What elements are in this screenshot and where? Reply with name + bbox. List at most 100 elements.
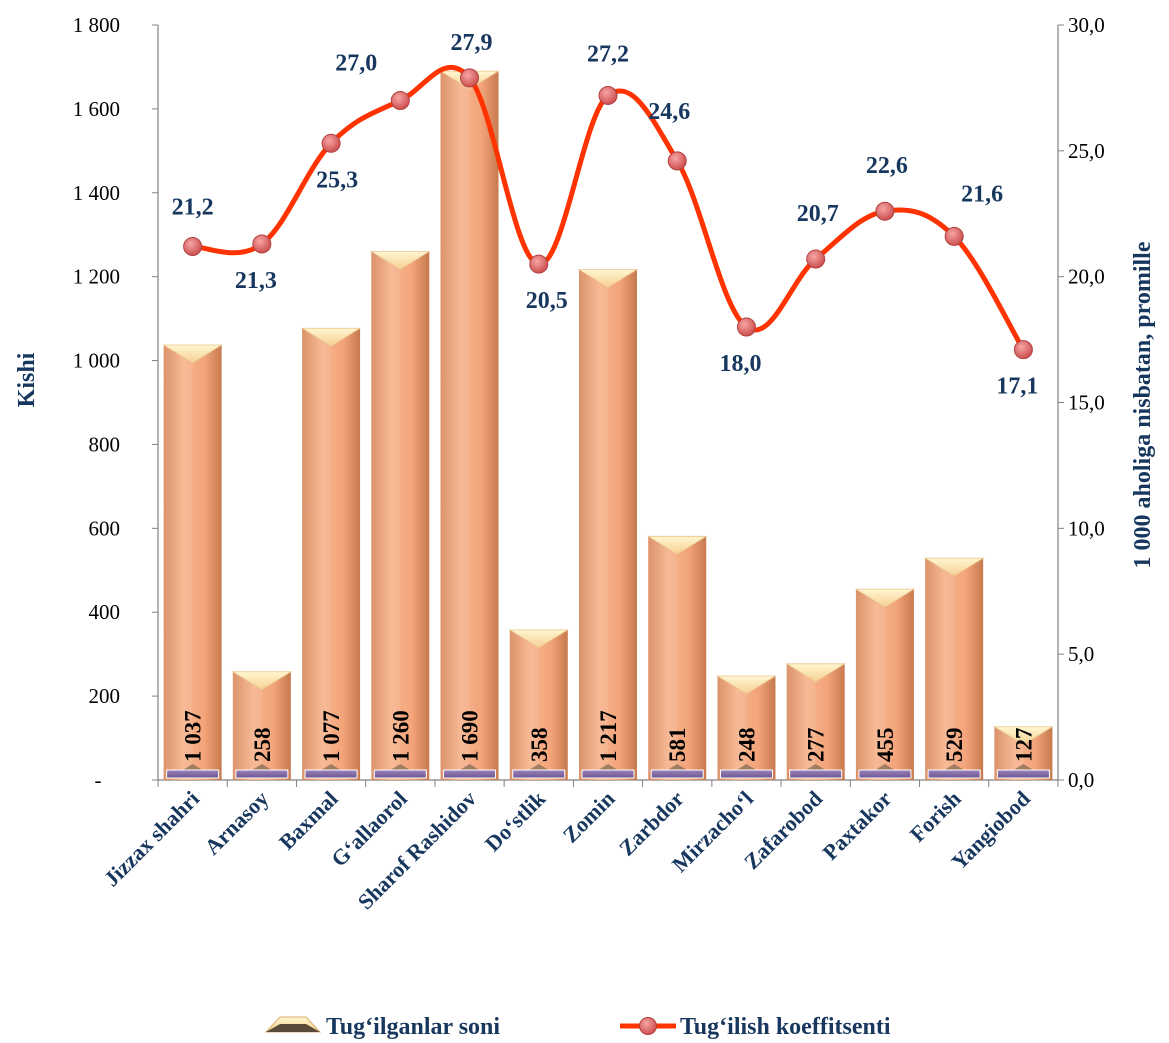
bar-top-facet <box>508 629 570 649</box>
bar-value-label: 1 217 <box>596 710 621 762</box>
line-marker <box>460 68 480 88</box>
line-point-label: 24,6 <box>648 99 690 125</box>
bar-top-facet <box>992 726 1054 746</box>
y2-tick-label: 5,0 <box>1068 642 1094 666</box>
line-point-label: 27,0 <box>335 51 377 77</box>
x-tick-label: Zomin <box>558 786 620 848</box>
legend-item-bars: Tug‘ilganlar soni <box>264 1014 500 1040</box>
legend: Tug‘ilganlar soni Tug‘ilish koeffitsenti <box>264 1014 891 1040</box>
bar-base-strip <box>581 769 635 779</box>
bar <box>300 327 362 780</box>
bar-top-facet <box>577 269 639 289</box>
bar-value-label: 358 <box>527 728 552 763</box>
bar-base-strip <box>304 769 358 779</box>
bar-left-facet <box>717 675 747 780</box>
bar-value-label: 1 077 <box>319 710 344 762</box>
bar-base-strip <box>719 769 773 779</box>
bar-top-facet <box>923 557 985 577</box>
bar-value-label: 455 <box>873 728 898 763</box>
y-tick-label: 1 600 <box>73 97 120 121</box>
y-tick-label: 1 800 <box>73 13 120 37</box>
y-tick-label: 1 200 <box>73 265 120 289</box>
bar-base-strip <box>166 769 220 779</box>
line-point-label: 18,0 <box>719 351 761 377</box>
bar-top-facet <box>369 251 431 270</box>
bar-value-label: 127 <box>1011 728 1036 763</box>
bar <box>785 663 847 780</box>
bar-left-facet <box>163 345 193 780</box>
bar-left-facet <box>371 251 401 780</box>
bar-top-facet <box>300 327 362 347</box>
bar <box>992 726 1054 780</box>
bar-body <box>648 536 707 780</box>
x-tick-label: Do‘stlik <box>480 785 551 856</box>
bar-left-facet <box>302 328 332 780</box>
bar-value-label: 1 260 <box>388 710 413 762</box>
x-tick-label: Baxmal <box>274 786 343 855</box>
legend-bar-swatch-dark <box>266 1024 320 1032</box>
line-point-label: 20,7 <box>797 201 839 227</box>
y-tick-label: 800 <box>89 432 121 456</box>
bar-base-strip <box>650 769 704 779</box>
legend-item-line: Tug‘ilish koeffitsenti <box>620 1014 891 1040</box>
x-tick-label: Sharof Rashidov <box>353 786 481 914</box>
bar <box>162 344 224 780</box>
line-marker <box>529 254 549 274</box>
line-point-label: 21,6 <box>961 181 1003 207</box>
line-marker <box>1013 340 1033 360</box>
bar-left-facet <box>786 663 816 780</box>
bar-base-strip <box>235 769 289 779</box>
bar-body <box>786 663 845 780</box>
line-marker <box>667 151 687 171</box>
bar <box>854 588 916 780</box>
bar-top-facet <box>854 588 916 608</box>
line-point-label: 21,2 <box>172 194 214 220</box>
line-marker <box>875 201 895 221</box>
bar <box>369 251 431 780</box>
bar-value-label: 529 <box>942 728 967 763</box>
bar-left-facet <box>232 671 262 780</box>
line-point-label: 20,5 <box>526 288 568 314</box>
bar-value-label: 248 <box>734 728 759 763</box>
bar-base-strip <box>512 769 566 779</box>
bar-body <box>509 629 568 780</box>
bar-left-facet <box>509 629 539 780</box>
line-point-label: 27,9 <box>451 30 493 56</box>
bar-value-label: 258 <box>250 728 275 763</box>
bar <box>716 675 777 780</box>
bar-base-strip <box>858 769 912 779</box>
bar-body <box>302 328 361 780</box>
bar-base-strip <box>927 769 981 779</box>
line-series <box>183 64 1033 360</box>
y-tick-label: 200 <box>89 684 121 708</box>
line-marker <box>736 317 756 337</box>
y-tick-label: 600 <box>89 516 121 540</box>
bar-body <box>163 345 222 780</box>
legend-line-marker <box>639 1017 657 1035</box>
y2-tick-label: 30,0 <box>1068 13 1105 37</box>
legend-bar-label: Tug‘ilganlar soni <box>326 1014 500 1040</box>
line-marker <box>598 85 618 105</box>
bar-left-facet <box>440 71 470 780</box>
bar-top-facet <box>231 671 293 691</box>
line-marker <box>944 226 964 246</box>
y2-tick-label: 25,0 <box>1068 139 1105 163</box>
line-point-label: 27,2 <box>587 41 629 67</box>
y-tick-label: - <box>95 768 102 792</box>
bar <box>231 671 293 780</box>
y2-axis-title: 1 000 aholiga nisbatan, promille <box>1130 241 1156 568</box>
bar-base-strip <box>373 769 427 779</box>
x-tick-label: Paxtakor <box>817 786 896 865</box>
y2-tick-label: 10,0 <box>1068 516 1105 540</box>
bar-top-facet <box>646 535 708 555</box>
bar <box>577 269 639 780</box>
line-marker <box>321 133 341 153</box>
bar <box>508 629 570 780</box>
bar-left-facet <box>925 558 955 780</box>
bar-body <box>371 251 430 780</box>
line-marker <box>806 249 826 269</box>
bar-body <box>855 589 914 780</box>
line-marker <box>252 234 272 254</box>
